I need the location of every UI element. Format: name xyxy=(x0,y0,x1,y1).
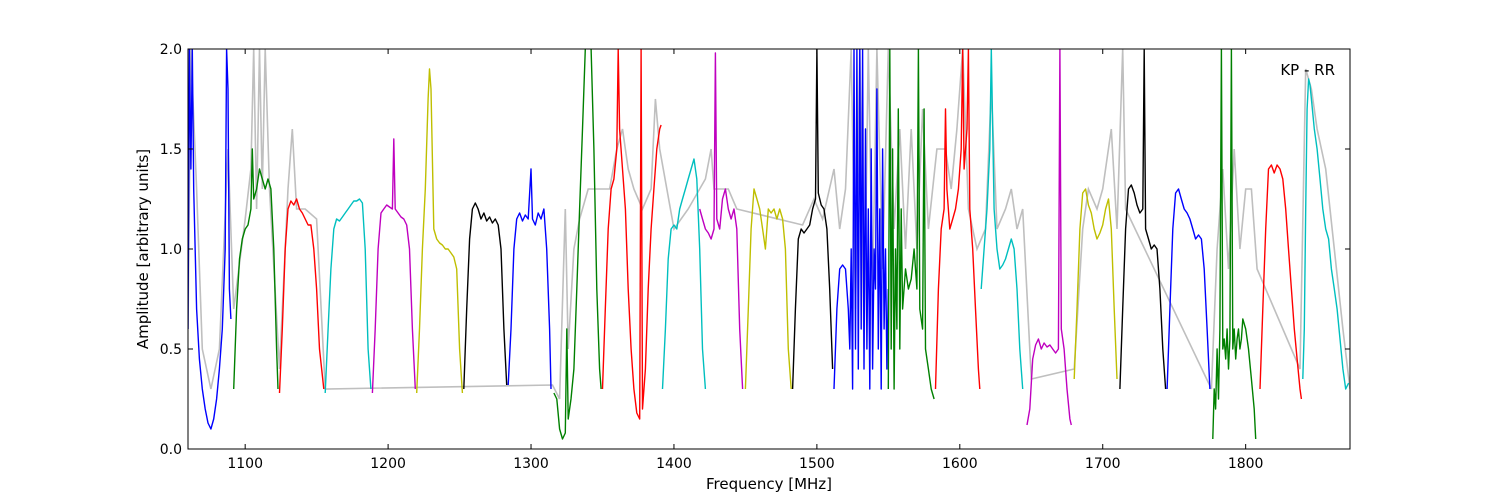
reference-trace xyxy=(188,49,1350,400)
y-tick-label: 1.0 xyxy=(160,242,182,258)
x-tick-label: 1200 xyxy=(370,456,406,472)
series-line-20 xyxy=(1073,188,1118,380)
series-line-17 xyxy=(934,49,981,390)
series-line-18 xyxy=(980,49,1024,390)
y-tick-label: 2.0 xyxy=(160,42,182,58)
series-line-24 xyxy=(1259,164,1303,400)
x-tick-label: 1500 xyxy=(799,456,835,472)
series-line-1 xyxy=(233,148,279,390)
series-line-14 xyxy=(791,49,834,390)
x-tick-label: 1100 xyxy=(227,456,263,472)
series-line-8 xyxy=(553,49,586,440)
x-tick-label: 1800 xyxy=(1228,456,1264,472)
series-line-4 xyxy=(371,138,416,394)
series-line-25 xyxy=(1302,78,1350,390)
x-tick-label: 1400 xyxy=(656,456,692,472)
reference-line xyxy=(188,49,1350,400)
series-line-9 xyxy=(590,49,602,390)
series-line-19 xyxy=(1026,49,1072,426)
series-line-0 xyxy=(188,49,232,430)
series-line-13 xyxy=(744,188,792,390)
series-line-16 xyxy=(887,49,935,400)
x-tick-label: 1700 xyxy=(1085,456,1121,472)
series-line-23 xyxy=(1212,49,1257,440)
series-traces xyxy=(188,49,1350,440)
series-line-11 xyxy=(661,158,707,390)
series-line-3 xyxy=(324,198,372,394)
x-tick-label: 1600 xyxy=(942,456,978,472)
series-line-22 xyxy=(1166,188,1211,390)
series-line-15 xyxy=(833,49,889,390)
x-axis-label: Frequency [MHz] xyxy=(706,475,832,493)
x-axis-ticks: 1100 1200 1300 1400 1500 1600 1700 1800 xyxy=(227,49,1263,472)
series-line-7 xyxy=(507,168,552,390)
y-tick-label: 1.5 xyxy=(160,142,182,158)
y-axis-label: Amplitude [arbitrary units] xyxy=(134,149,152,349)
series-line-2 xyxy=(278,198,325,394)
series-line-5 xyxy=(416,68,464,394)
series-line-21 xyxy=(1119,49,1167,390)
x-tick-label: 1300 xyxy=(513,456,549,472)
y-tick-label: 0.0 xyxy=(160,442,182,458)
chart-annotation: KP - RR xyxy=(1280,61,1335,79)
y-tick-label: 0.5 xyxy=(160,342,182,358)
series-line-6 xyxy=(463,202,508,390)
series-line-10 xyxy=(601,49,662,420)
series-line-12 xyxy=(699,52,744,390)
y-axis-ticks: 0.0 0.5 1.0 1.5 2.0 xyxy=(160,42,1350,458)
